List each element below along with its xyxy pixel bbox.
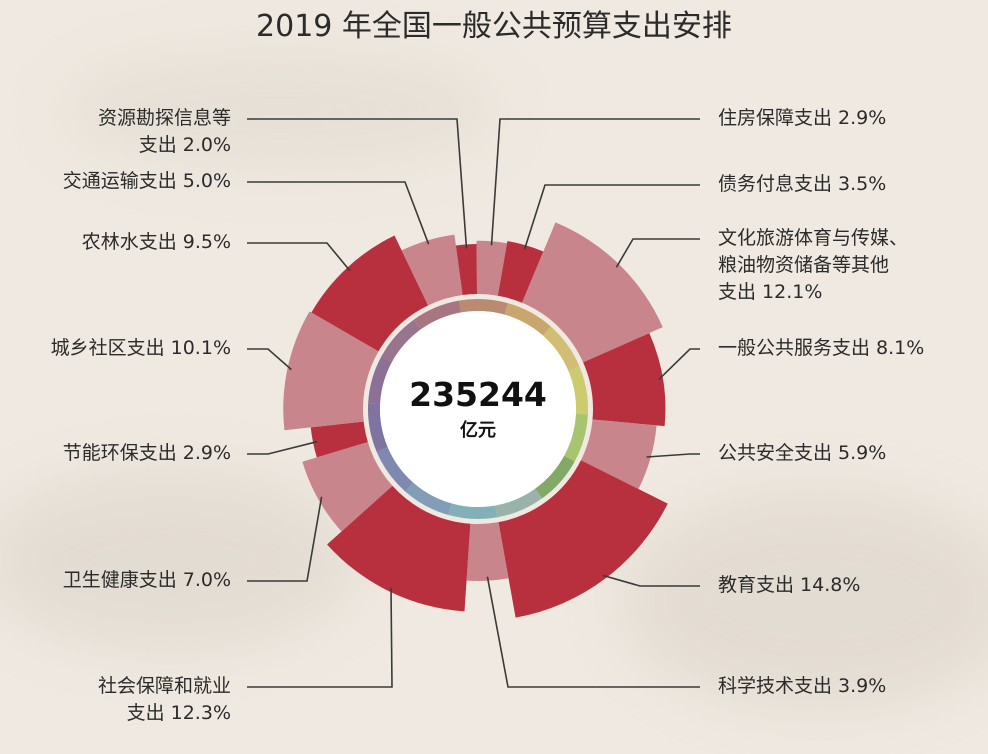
slice-2 bbox=[522, 222, 663, 363]
leader-line-11 bbox=[247, 242, 351, 272]
slice-6 bbox=[466, 522, 509, 581]
slice-label-2-line-1: 粮油物资储备等其他 bbox=[718, 254, 889, 276]
slice-labels: 住房保障支出 2.9% 债务付息支出 3.5% 文化旅游体育与传媒、粮油物资储备等其… bbox=[51, 107, 925, 724]
center-value: 235244 bbox=[409, 375, 547, 414]
inner-ring-segment-1 bbox=[504, 303, 551, 336]
leader-lines bbox=[247, 118, 700, 688]
slice-0 bbox=[476, 240, 508, 296]
slice-label-5-line-0: 教育支出 14.8% bbox=[718, 574, 860, 596]
inner-ring-segment-0 bbox=[458, 298, 508, 315]
inner-ring-segment-9 bbox=[376, 447, 414, 492]
slice-label-0-line-0: 住房保障支出 2.9% bbox=[718, 107, 886, 129]
slice-5 bbox=[498, 460, 668, 618]
inner-ring-segment-4 bbox=[564, 413, 588, 462]
leader-line-10 bbox=[247, 348, 292, 371]
slice-3 bbox=[583, 333, 666, 427]
slice-8 bbox=[302, 442, 393, 532]
slice-label-12-line-0: 交通运输支出 5.0% bbox=[63, 170, 231, 192]
leader-line-8 bbox=[247, 496, 323, 582]
inner-ring-segment-8 bbox=[405, 482, 452, 515]
inner-ring-segment-5 bbox=[535, 455, 575, 499]
inner-ring-segment-12 bbox=[381, 319, 421, 363]
slice-label-13-line-0: 资源勘探信息等 bbox=[98, 107, 231, 129]
inner-ring-segment-10 bbox=[368, 403, 388, 452]
leader-line-12 bbox=[247, 181, 430, 245]
slice-label-2-line-2: 支出 12.1% bbox=[718, 281, 822, 303]
leader-line-13 bbox=[247, 118, 468, 249]
slice-13 bbox=[455, 244, 477, 296]
slice-1 bbox=[497, 241, 544, 303]
center-unit: 亿元 bbox=[460, 419, 496, 441]
slice-label-3-line-0: 一般公共服务支出 8.1% bbox=[718, 337, 924, 359]
leader-line-7 bbox=[247, 587, 393, 688]
inner-ring-segment-3 bbox=[568, 366, 588, 415]
leader-line-4 bbox=[646, 453, 700, 458]
outer-ring bbox=[283, 222, 668, 618]
slice-label-7-line-0: 社会保障和就业 bbox=[98, 675, 231, 697]
leader-line-3 bbox=[658, 348, 700, 380]
slice-label-11-line-0: 农林水支出 9.5% bbox=[82, 231, 231, 253]
inner-ring-segment-7 bbox=[448, 503, 498, 520]
slice-label-10-line-0: 城乡社区支出 10.1% bbox=[51, 337, 231, 359]
slice-label-4-line-0: 公共安全支出 5.9% bbox=[718, 442, 886, 464]
inner-ring-segment-11 bbox=[368, 356, 392, 405]
slice-label-6-line-0: 科学技术支出 3.9% bbox=[718, 675, 886, 697]
slice-12 bbox=[401, 234, 463, 306]
leader-line-6 bbox=[486, 576, 700, 688]
slice-9 bbox=[310, 421, 368, 458]
leader-line-0 bbox=[490, 118, 700, 246]
slice-10 bbox=[283, 311, 379, 431]
slice-7 bbox=[327, 485, 471, 612]
slice-label-8-line-0: 卫生健康支出 7.0% bbox=[63, 569, 231, 591]
slice-label-7-line-1: 支出 12.3% bbox=[127, 702, 231, 724]
inner-ring-segment-2 bbox=[542, 326, 580, 371]
inner-ring-segment-6 bbox=[495, 488, 543, 518]
slice-label-13-line-1: 支出 2.0% bbox=[139, 134, 231, 156]
slice-label-1-line-0: 债务付息支出 3.5% bbox=[718, 173, 886, 195]
leader-line-2 bbox=[615, 238, 700, 268]
chart-title: 2019 年全国一般公共预算支出安排 bbox=[256, 9, 732, 44]
slice-4 bbox=[580, 419, 657, 490]
slice-label-9-line-0: 节能环保支出 2.9% bbox=[63, 442, 231, 464]
slice-label-2-line-0: 文化旅游体育与传媒、 bbox=[718, 227, 908, 249]
slice-11 bbox=[311, 235, 429, 352]
inner-ring-segment-13 bbox=[413, 300, 461, 330]
leader-line-9 bbox=[247, 440, 318, 455]
center-disc bbox=[380, 311, 576, 507]
inner-ring bbox=[368, 298, 588, 520]
leader-line-5 bbox=[602, 574, 700, 587]
leader-line-1 bbox=[523, 184, 700, 250]
